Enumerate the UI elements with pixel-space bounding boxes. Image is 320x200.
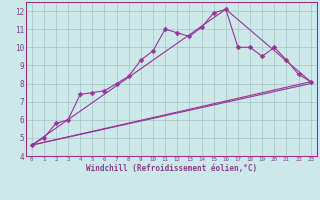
X-axis label: Windchill (Refroidissement éolien,°C): Windchill (Refroidissement éolien,°C) xyxy=(86,164,257,173)
